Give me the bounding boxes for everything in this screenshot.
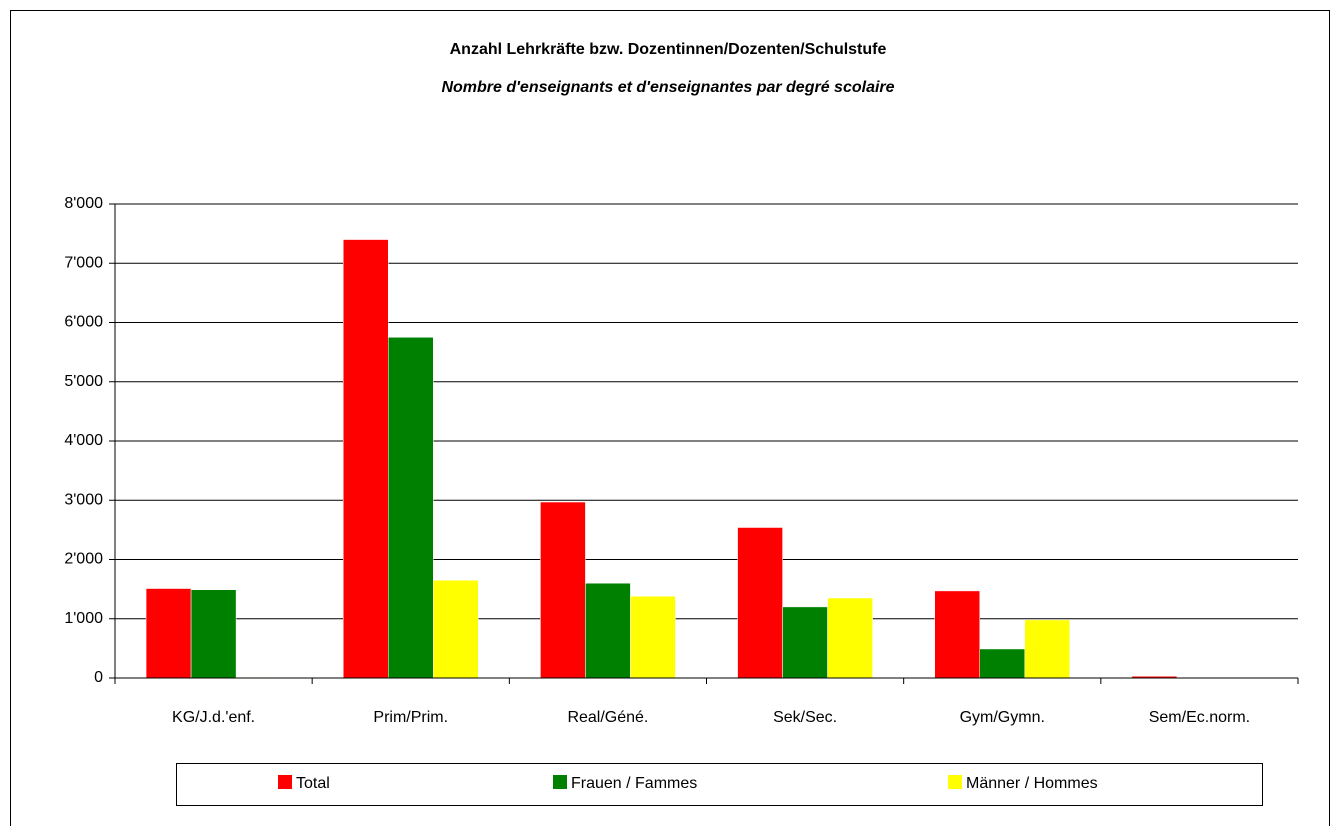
chart-border bbox=[10, 10, 1330, 826]
x-tick-label: Prim/Prim. bbox=[373, 709, 448, 726]
legend-label: Total bbox=[296, 775, 330, 792]
y-tick-label: 5'000 bbox=[64, 373, 103, 390]
x-tick-label: Sem/Ec.norm. bbox=[1149, 709, 1250, 726]
y-tick-label: 7'000 bbox=[64, 254, 103, 271]
y-tick-label: 1'000 bbox=[64, 610, 103, 627]
bar bbox=[1024, 619, 1070, 679]
legend-label: Frauen / Fammes bbox=[571, 775, 697, 792]
chart-title: Anzahl Lehrkräfte bzw. Dozentinnen/Dozen… bbox=[450, 41, 887, 58]
y-tick-label: 2'000 bbox=[64, 551, 103, 568]
x-tick-label: Gym/Gymn. bbox=[960, 709, 1045, 726]
bar bbox=[979, 648, 1025, 679]
bar bbox=[585, 582, 631, 679]
y-tick-label: 0 bbox=[94, 669, 103, 686]
bar bbox=[630, 595, 676, 679]
y-tick-label: 8'000 bbox=[64, 195, 103, 212]
bar bbox=[433, 579, 479, 679]
bar bbox=[388, 337, 434, 679]
legend-box bbox=[176, 763, 1263, 806]
x-tick-label: KG/J.d.'enf. bbox=[172, 709, 255, 726]
legend-swatch bbox=[553, 775, 567, 789]
x-tick-label: Real/Géné. bbox=[567, 709, 648, 726]
y-tick-label: 6'000 bbox=[64, 314, 103, 331]
bar bbox=[190, 589, 237, 679]
bar bbox=[934, 590, 980, 679]
legend-swatch bbox=[278, 775, 292, 789]
legend-label: Männer / Hommes bbox=[966, 775, 1098, 792]
bar bbox=[145, 588, 192, 679]
bar bbox=[827, 597, 873, 679]
chart-subtitle: Nombre d'enseignants et d'enseignantes p… bbox=[441, 79, 894, 96]
bar bbox=[782, 606, 828, 679]
bar bbox=[343, 239, 389, 679]
legend-swatch bbox=[948, 775, 962, 789]
bar bbox=[540, 501, 586, 679]
y-tick-label: 4'000 bbox=[64, 432, 103, 449]
y-tick-label: 3'000 bbox=[64, 491, 103, 508]
x-tick-label: Sek/Sec. bbox=[773, 709, 837, 726]
bar bbox=[737, 527, 783, 679]
